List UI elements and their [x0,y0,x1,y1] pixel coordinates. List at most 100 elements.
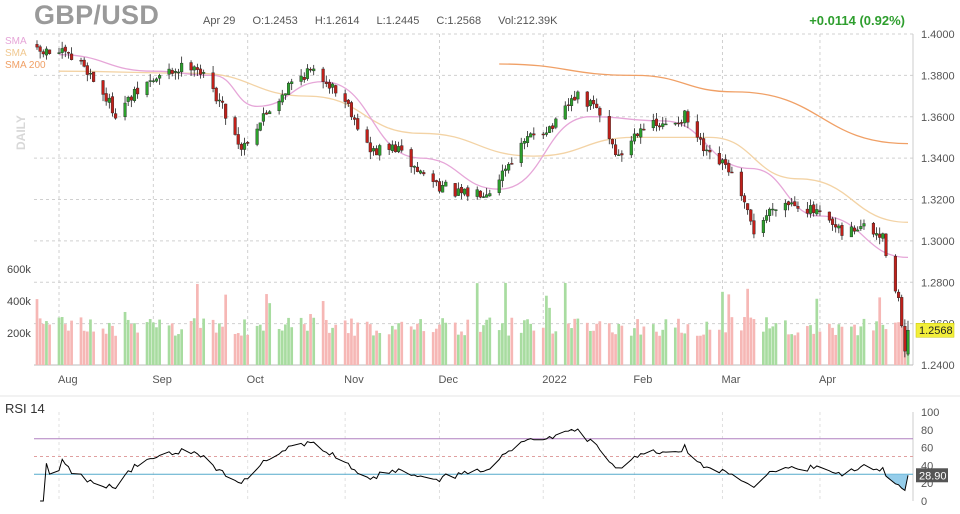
candle-body [268,111,272,115]
candle-body [88,72,93,75]
candle [651,113,655,131]
volume-bar [897,322,900,365]
candle-body [92,71,96,82]
candle [519,137,523,167]
candle-body [239,143,243,150]
rsi-tick-label: 60 [921,443,933,455]
volume-bar [350,318,353,365]
volume-bar [510,317,514,365]
candle [255,123,259,147]
candle-body [818,210,822,212]
candle-body [66,52,70,54]
x-tick-label: Mar [721,374,740,386]
candle-body [101,80,105,95]
volume-bar [85,331,89,365]
volume-bar [787,334,790,365]
volume-bar [614,334,617,365]
volume-bar [463,335,466,365]
candle [202,69,206,78]
candle-body [522,141,526,144]
candle [459,183,464,200]
candle-body [220,100,225,103]
volume-bar [519,332,523,365]
volume-bar [151,322,155,365]
volume-bar [202,318,206,365]
candle-body [459,187,464,194]
candle [717,146,721,166]
candle [708,144,712,160]
candle-body [104,93,108,102]
volume-bar [739,330,743,365]
candle [287,81,291,96]
candle [585,91,589,112]
x-tick-label: Apr [819,374,836,386]
candle-body [107,97,111,103]
low-value: L:1.2445 [376,15,420,27]
candle [676,116,681,127]
candle [268,110,272,115]
candle-body [720,159,725,164]
candle [327,79,331,94]
candle-body [331,83,335,88]
candle [167,63,171,80]
candle-body [173,71,177,73]
volume-bar [136,332,139,365]
candle-body [60,48,64,53]
price-tick-label: 1.2800 [921,277,955,289]
candle-body [761,220,765,233]
candle-body [774,209,778,211]
candle-body [585,91,589,107]
volume-bar [57,317,61,365]
volume-bar [460,331,463,365]
candle [214,86,218,105]
candle [617,149,621,156]
volume-bar [60,317,64,365]
candle [746,203,750,215]
volume-bar [677,318,680,365]
x-tick-label: Nov [344,374,364,386]
volume-bar [177,334,180,365]
candle-body [437,181,442,192]
candle-body [639,128,643,138]
candle [500,164,504,188]
volume-tick-label: 200k [7,328,31,340]
volume-bar [752,319,756,365]
candle-body [686,111,690,123]
x-tick-label: Feb [633,374,652,386]
candle-body [214,87,218,102]
volume-bar [545,295,548,365]
volume-bar [390,325,394,365]
volume-bar [67,330,70,365]
volume-bar [79,317,83,365]
candle [371,145,376,156]
volume-bar [48,324,51,365]
candle-body [195,67,199,70]
candle-body [261,113,265,122]
candle-body [862,223,866,227]
volume-bar [441,318,444,365]
candle-body [305,68,309,79]
volume-bar [793,335,797,365]
candle-body [871,222,875,235]
candle [632,128,636,145]
candle [808,199,813,218]
gridlines [34,33,913,501]
volume-bar [321,301,325,365]
candle [324,75,328,88]
candle [88,68,93,80]
volume-bar [482,325,485,365]
candle [547,125,552,133]
rsi-tick-label: 0 [921,496,927,508]
volume-bar [444,322,448,365]
volume-bar [431,332,435,365]
candle-body [680,122,684,124]
candle-body [488,193,492,197]
candle-body [478,190,482,198]
candle [309,67,313,73]
volume-bar [504,282,507,365]
candle [730,166,734,174]
candle [522,138,526,150]
volume-bar [658,335,661,365]
candle [551,123,555,133]
